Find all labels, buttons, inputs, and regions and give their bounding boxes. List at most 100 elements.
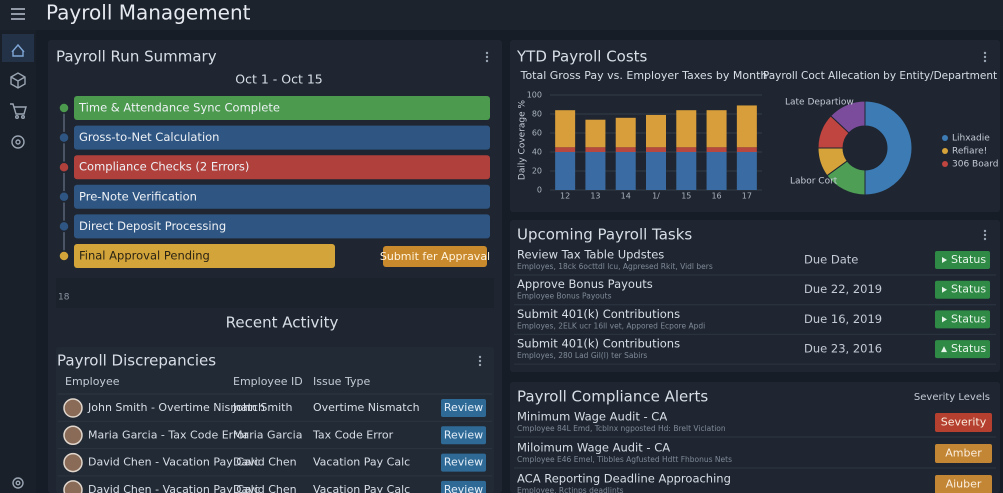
legend-swatch (942, 135, 948, 141)
panel-menu[interactable] (485, 51, 489, 63)
step-bar (74, 214, 490, 239)
bar-segment (676, 147, 697, 152)
bar-segment (646, 147, 666, 152)
panel-menu[interactable] (478, 355, 482, 367)
review-button[interactable] (441, 480, 486, 493)
step-bar (74, 155, 490, 180)
annotation: Labor Cort (790, 177, 838, 187)
severity-badge[interactable] (935, 444, 992, 463)
y-tick-label: 20 (532, 167, 542, 176)
chart-title: Total Gross Pay vs. Employer Taxes by Mo… (520, 69, 768, 82)
status-icon (941, 346, 947, 353)
legend-title: Severity Levels (914, 392, 990, 403)
task-due: Due 16, 2019 (804, 312, 882, 326)
approve-button[interactable] (383, 246, 487, 267)
step-dot (58, 220, 70, 233)
nav-home[interactable] (11, 43, 25, 57)
employee: John Smith - Overtime Nismatch (87, 401, 265, 414)
issue-type: Vacation Pay Calc (313, 456, 410, 469)
column-header: Issue Type (313, 375, 370, 388)
legend-swatch (942, 148, 948, 154)
review-button[interactable] (441, 399, 486, 417)
sidebar (0, 30, 36, 493)
y-tick-label: 40 (532, 148, 542, 157)
page-title: Payroll Management (46, 1, 251, 25)
alert-detail: Cmployee E46 Emel, Tibbles Agfusted Hdtt… (517, 455, 732, 464)
button-label: Status (951, 342, 986, 355)
task-name: Approve Bonus Payouts (517, 277, 653, 291)
step-bar (74, 244, 335, 268)
footnote: 18 (58, 293, 70, 303)
bar-segment (676, 152, 697, 190)
menu-icon[interactable] (11, 8, 25, 20)
bar-segment (555, 147, 576, 152)
bar-segment (615, 152, 636, 190)
pie-slice (864, 100, 913, 196)
button-label: Review (444, 401, 483, 414)
alert-name: Miloimum Wage Audit - CA (517, 441, 670, 455)
y-tick-label: 80 (532, 110, 542, 119)
alert-detail: Cmployee 84L Emd, Tcblnx ngposted Hd: Br… (517, 424, 726, 433)
task-name: Submit 401(k) Contributions (517, 337, 680, 351)
legend-label: Lihxadie (952, 134, 990, 144)
badge-label: Severity (941, 416, 987, 429)
status-button[interactable] (935, 310, 990, 329)
step-label: Direct Deposit Processing (79, 219, 226, 233)
nav-cart[interactable] (10, 103, 27, 119)
x-tick-label: 14 (621, 192, 631, 201)
step-bar (74, 125, 490, 150)
legend-label: Refiare! (952, 147, 987, 157)
step-bar (74, 96, 490, 120)
bar-segment (706, 110, 727, 148)
bar-segment (736, 105, 757, 148)
employee-id: David Chen (233, 456, 297, 469)
nav-box[interactable] (10, 72, 26, 89)
pie-slice (830, 100, 866, 134)
badge-label: Aiuber (946, 478, 982, 491)
run-footer (56, 278, 494, 308)
task-detail: Employes, 280 Lad Gil(l) ter Sabirs (517, 351, 647, 360)
step-label: Gross-to-Net Calculation (79, 130, 219, 144)
alert-detail: Employee, Rctinps deadlints (517, 486, 624, 493)
period: Oct 1 - Oct 15 (235, 72, 323, 87)
panel-menu[interactable] (983, 51, 987, 63)
status-button[interactable] (935, 280, 990, 299)
bar-segment (706, 152, 727, 190)
panel-title: YTD Payroll Costs (516, 48, 648, 66)
legend-swatch (942, 161, 948, 167)
bar-segment (585, 147, 606, 152)
header-bar (0, 0, 1003, 30)
bar-segment (585, 119, 606, 148)
x-tick-label: 15 (681, 192, 691, 201)
review-button[interactable] (441, 453, 486, 472)
bar-segment (555, 110, 576, 148)
task-detail: Employes, 2ELK ucr 16ll vet, Appored Ecp… (517, 321, 705, 330)
employee-id: John Smith (232, 401, 292, 414)
panel-menu[interactable] (983, 229, 987, 241)
task-due: Due 23, 2016 (804, 342, 882, 356)
alert-name: ACA Reporting Deadline Approaching (517, 472, 731, 486)
nav-gear[interactable] (12, 477, 24, 489)
status-icon (942, 257, 947, 263)
column-header: Employee (65, 375, 120, 388)
severity-badge[interactable] (935, 475, 992, 493)
section-title: Recent Activity (226, 314, 339, 332)
x-tick-label: 13 (590, 192, 600, 201)
bar-segment (736, 152, 757, 190)
severity-badge[interactable] (935, 413, 992, 432)
x-tick-label: 12 (560, 192, 570, 201)
status-button[interactable] (935, 340, 990, 359)
step-dot (58, 191, 70, 203)
bar-segment (585, 152, 606, 190)
step-dot (58, 250, 70, 262)
button-label: Submit fer Appraval (380, 250, 490, 263)
y-axis-label: Daily Coverage % (518, 99, 528, 180)
review-button[interactable] (441, 426, 486, 445)
bar-segment (676, 110, 697, 148)
status-button[interactable] (935, 251, 990, 269)
task-name: Review Tax Table Updstes (517, 248, 664, 262)
step-bar (74, 184, 490, 209)
avatar (63, 425, 83, 446)
nav-settings[interactable] (11, 135, 25, 149)
button-label: Status (951, 312, 986, 325)
